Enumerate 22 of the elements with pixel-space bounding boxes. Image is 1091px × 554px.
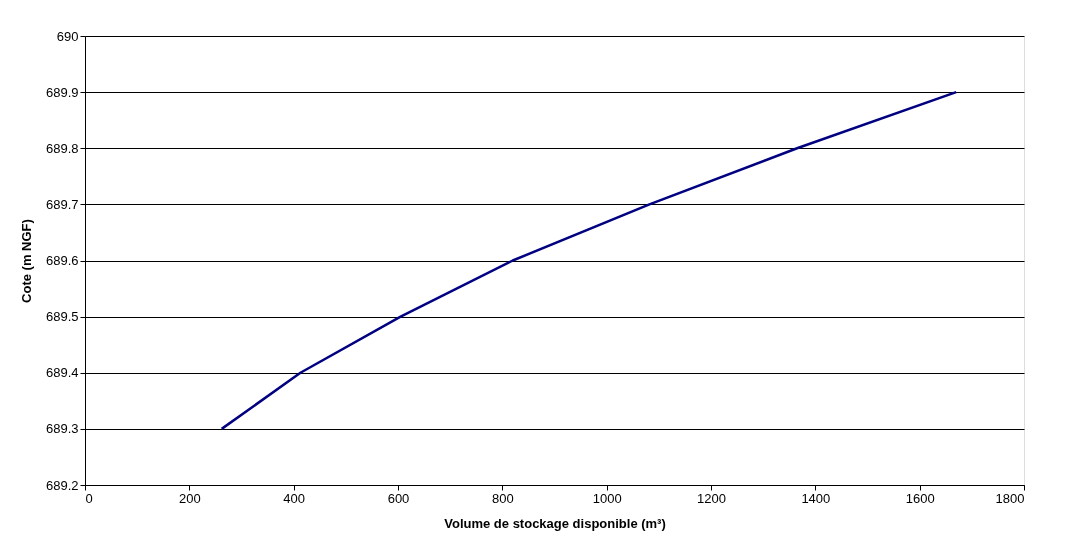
y-tick-label: 690 (56, 28, 79, 44)
x-tick-label: 1600 (905, 490, 935, 506)
y-tick-label: 689.8 (45, 140, 79, 156)
x-axis-title: Volume de stockage disponible (m³) (444, 515, 666, 531)
y-tick-label: 689.4 (45, 365, 79, 381)
x-tick-label: 400 (283, 490, 306, 506)
x-tick-label: 0 (85, 490, 93, 506)
x-tick-label: 800 (491, 490, 514, 506)
x-tick-label: 1200 (697, 490, 726, 506)
x-tick-label: 600 (387, 490, 410, 506)
x-tick-label: 1400 (801, 490, 831, 506)
y-axis-title: Cote (m NGF) (18, 219, 34, 303)
x-tick-label: 200 (178, 490, 201, 506)
x-tick-label: 1000 (592, 490, 622, 506)
x-tick-label: 1800 (995, 490, 1025, 506)
y-tick-label: 689.6 (45, 253, 79, 268)
y-tick-label: 689.2 (45, 477, 79, 493)
y-tick-label: 689.9 (45, 84, 79, 100)
y-tick-label: 689.7 (45, 196, 79, 212)
line-series (220, 90, 958, 431)
y-tick-label: 689.3 (45, 421, 79, 437)
y-tick-label: 689.5 (45, 309, 79, 325)
